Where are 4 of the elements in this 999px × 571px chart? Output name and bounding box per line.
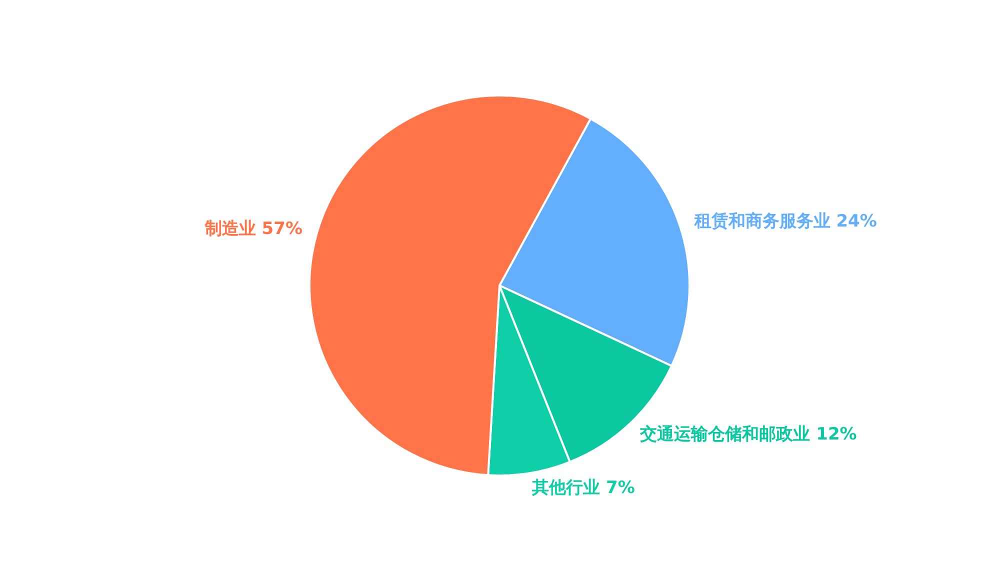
slice-label: 制造业 57% xyxy=(204,218,302,239)
slice-label: 租赁和商务服务业 24% xyxy=(693,212,877,232)
slice-label: 其他行业 7% xyxy=(531,478,635,498)
slice-label: 交通运输仓储和邮政业 12% xyxy=(639,424,857,445)
